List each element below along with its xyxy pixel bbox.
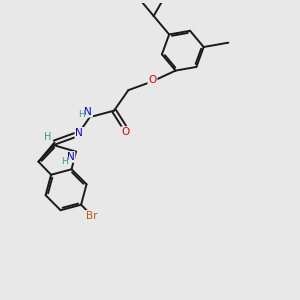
Text: N: N <box>75 128 83 138</box>
Text: H: H <box>78 110 85 119</box>
Text: N: N <box>85 107 92 117</box>
Text: H: H <box>44 132 52 142</box>
Text: H: H <box>61 158 68 166</box>
Text: Br: Br <box>86 211 98 221</box>
Text: O: O <box>122 127 130 137</box>
Text: N: N <box>67 152 75 162</box>
Text: O: O <box>148 75 157 85</box>
